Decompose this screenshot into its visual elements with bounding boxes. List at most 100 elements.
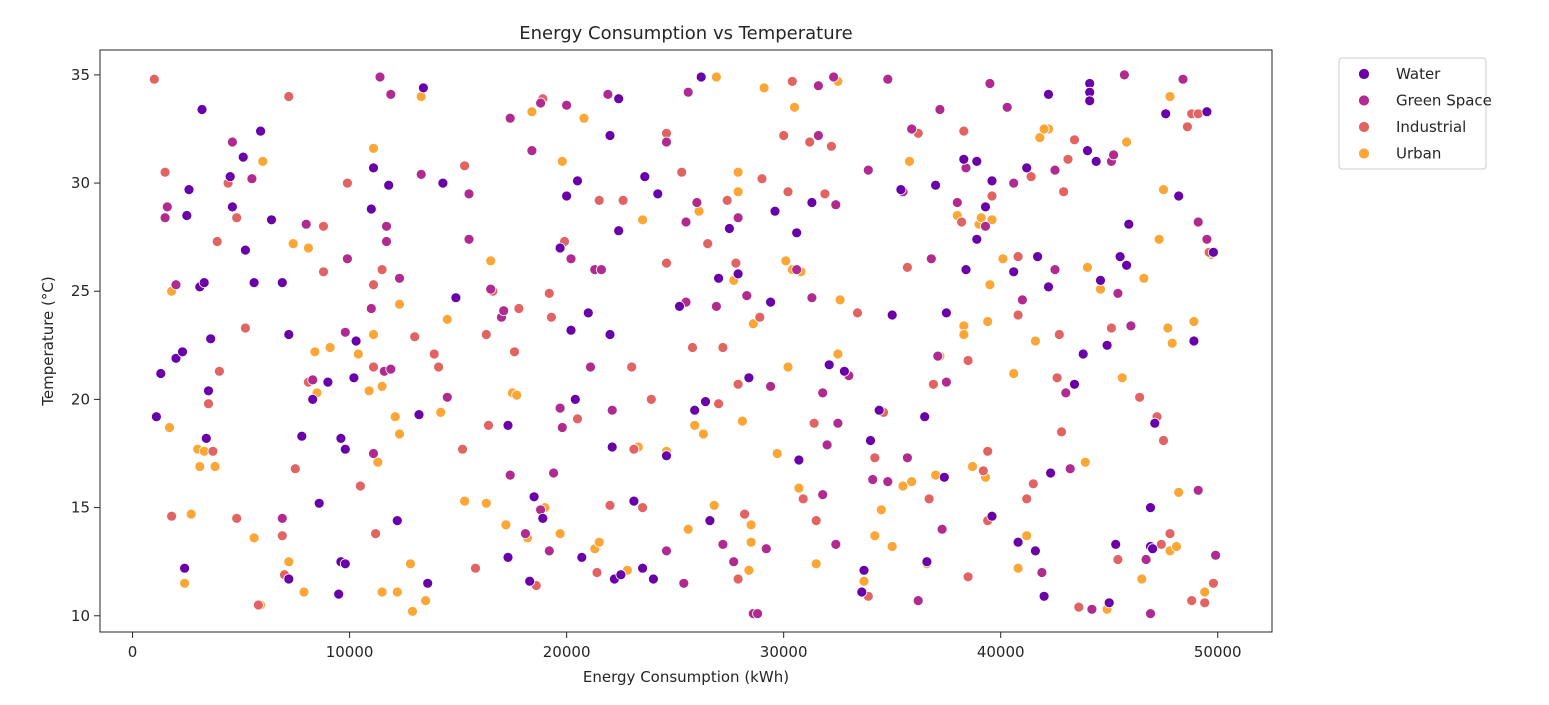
point-water <box>200 432 212 444</box>
point-water <box>941 307 952 319</box>
point-water <box>183 184 195 196</box>
point-water <box>1045 467 1056 479</box>
point-industrial <box>819 188 831 200</box>
x-tick-label: 10000 <box>326 643 374 661</box>
point-urban <box>1158 184 1169 196</box>
point-industrial <box>637 502 648 514</box>
point-water <box>1121 259 1132 271</box>
point-urban <box>372 456 384 468</box>
point-industrial <box>368 361 379 373</box>
point-water <box>248 277 260 289</box>
point-green-space <box>932 350 944 362</box>
point-green-space <box>661 136 672 148</box>
point-water <box>986 510 998 522</box>
point-water <box>1084 95 1096 107</box>
point-urban <box>906 476 918 488</box>
point-urban <box>1021 530 1033 542</box>
x-tick-label: 20000 <box>543 643 591 661</box>
x-tick-label: 40000 <box>977 643 1025 661</box>
point-green-space <box>381 236 392 247</box>
point-industrial <box>721 194 733 206</box>
point-water <box>639 171 651 183</box>
point-urban <box>1116 372 1128 384</box>
point-water <box>986 175 998 187</box>
point-green-space <box>365 303 377 314</box>
point-urban <box>711 71 722 83</box>
point-green-space <box>606 404 618 416</box>
point-green-space <box>535 97 546 109</box>
point-urban <box>194 461 206 472</box>
point-water <box>919 411 931 423</box>
point-water <box>565 324 577 336</box>
legend-marker-urban <box>1358 147 1370 160</box>
point-industrial <box>231 212 243 224</box>
point-green-space <box>526 145 538 157</box>
point-industrial <box>513 303 525 314</box>
point-water <box>561 190 572 202</box>
point-green-space <box>485 283 497 295</box>
point-water <box>628 495 640 507</box>
point-green-space <box>463 233 475 245</box>
point-water <box>858 564 870 576</box>
point-water <box>873 404 885 416</box>
point-industrial <box>804 136 816 148</box>
point-water <box>765 296 776 308</box>
point-water <box>921 556 933 568</box>
point-water <box>689 404 701 416</box>
point-water <box>205 333 217 345</box>
point-industrial <box>717 342 729 353</box>
point-industrial <box>797 493 809 505</box>
point-urban <box>287 238 299 250</box>
point-industrial <box>1056 426 1067 438</box>
point-water <box>1030 545 1041 557</box>
point-industrial <box>433 361 445 373</box>
point-green-space <box>161 201 173 213</box>
x-tick-label: 0 <box>128 643 138 661</box>
point-industrial <box>626 361 638 373</box>
point-green-space <box>752 608 763 619</box>
point-water <box>724 223 735 234</box>
point-industrial <box>958 125 970 137</box>
legend-marker-water <box>1358 68 1370 80</box>
point-industrial <box>732 378 744 390</box>
point-water <box>322 376 334 388</box>
point-water <box>971 233 983 245</box>
point-urban <box>698 428 709 440</box>
point-green-space <box>682 86 694 98</box>
point-water <box>1149 417 1161 429</box>
point-industrial <box>962 571 974 583</box>
point-urban <box>1008 368 1020 379</box>
point-green-space <box>1108 149 1119 161</box>
point-green-space <box>661 545 672 557</box>
point-industrial <box>661 257 672 269</box>
point-industrial <box>1053 329 1065 340</box>
x-tick-label: 50000 <box>1194 643 1242 661</box>
point-water <box>980 201 991 213</box>
plot-area <box>100 50 1272 632</box>
point-green-space <box>1086 603 1098 615</box>
point-urban <box>209 461 221 472</box>
point-green-space <box>159 212 171 224</box>
point-water <box>732 268 744 280</box>
point-industrial <box>1186 595 1198 606</box>
point-water <box>391 515 403 526</box>
point-urban <box>1173 486 1185 498</box>
point-green-space <box>832 417 844 429</box>
point-urban <box>500 519 512 531</box>
point-urban <box>578 112 590 124</box>
point-green-space <box>498 305 510 317</box>
point-green-space <box>504 112 516 124</box>
point-green-space <box>226 136 238 148</box>
point-water <box>239 244 251 256</box>
point-water <box>1012 536 1024 548</box>
point-green-space <box>602 89 614 100</box>
point-green-space <box>830 199 842 211</box>
point-industrial <box>409 331 421 343</box>
point-industrial <box>1027 478 1039 490</box>
point-urban <box>459 495 471 507</box>
point-water <box>554 242 566 254</box>
point-industrial <box>869 452 881 464</box>
point-water <box>333 588 345 600</box>
point-urban <box>407 606 418 617</box>
point-green-space <box>374 71 386 83</box>
